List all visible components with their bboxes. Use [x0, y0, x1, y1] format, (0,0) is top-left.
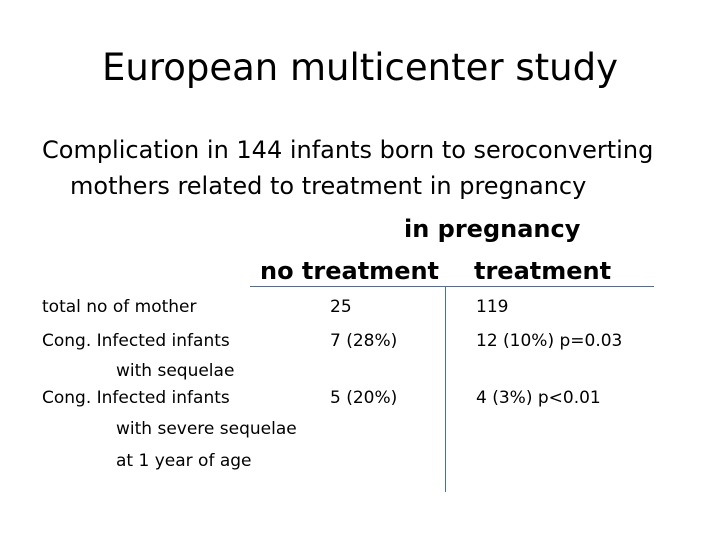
header-underline	[250, 286, 654, 287]
cell-no-treatment: 5 (20%)	[330, 388, 398, 408]
header-group-in-pregnancy: in pregnancy	[404, 215, 581, 243]
row-label: total no of mother	[42, 297, 197, 317]
cell-treatment: 4 (3%) p<0.01	[476, 388, 601, 408]
column-header-treatment: treatment	[474, 257, 612, 285]
column-divider	[445, 286, 446, 492]
cell-treatment: 119	[476, 297, 509, 317]
row-label-continuation: with severe sequelae	[116, 419, 297, 439]
column-header-no-treatment: no treatment	[260, 257, 440, 285]
row-label: Cong. Infected infants	[42, 388, 230, 408]
row-label: Cong. Infected infants	[42, 331, 230, 351]
slide-title: European multicenter study	[102, 46, 618, 89]
cell-no-treatment: 7 (28%)	[330, 331, 398, 351]
row-label-continuation: at 1 year of age	[116, 451, 252, 471]
row-label-continuation: with sequelae	[116, 361, 235, 381]
subtitle-line-2: mothers related to treatment in pregnanc…	[70, 172, 587, 200]
cell-no-treatment: 25	[330, 297, 352, 317]
cell-treatment: 12 (10%) p=0.03	[476, 331, 623, 351]
subtitle-line-1: Complication in 144 infants born to sero…	[42, 136, 654, 164]
